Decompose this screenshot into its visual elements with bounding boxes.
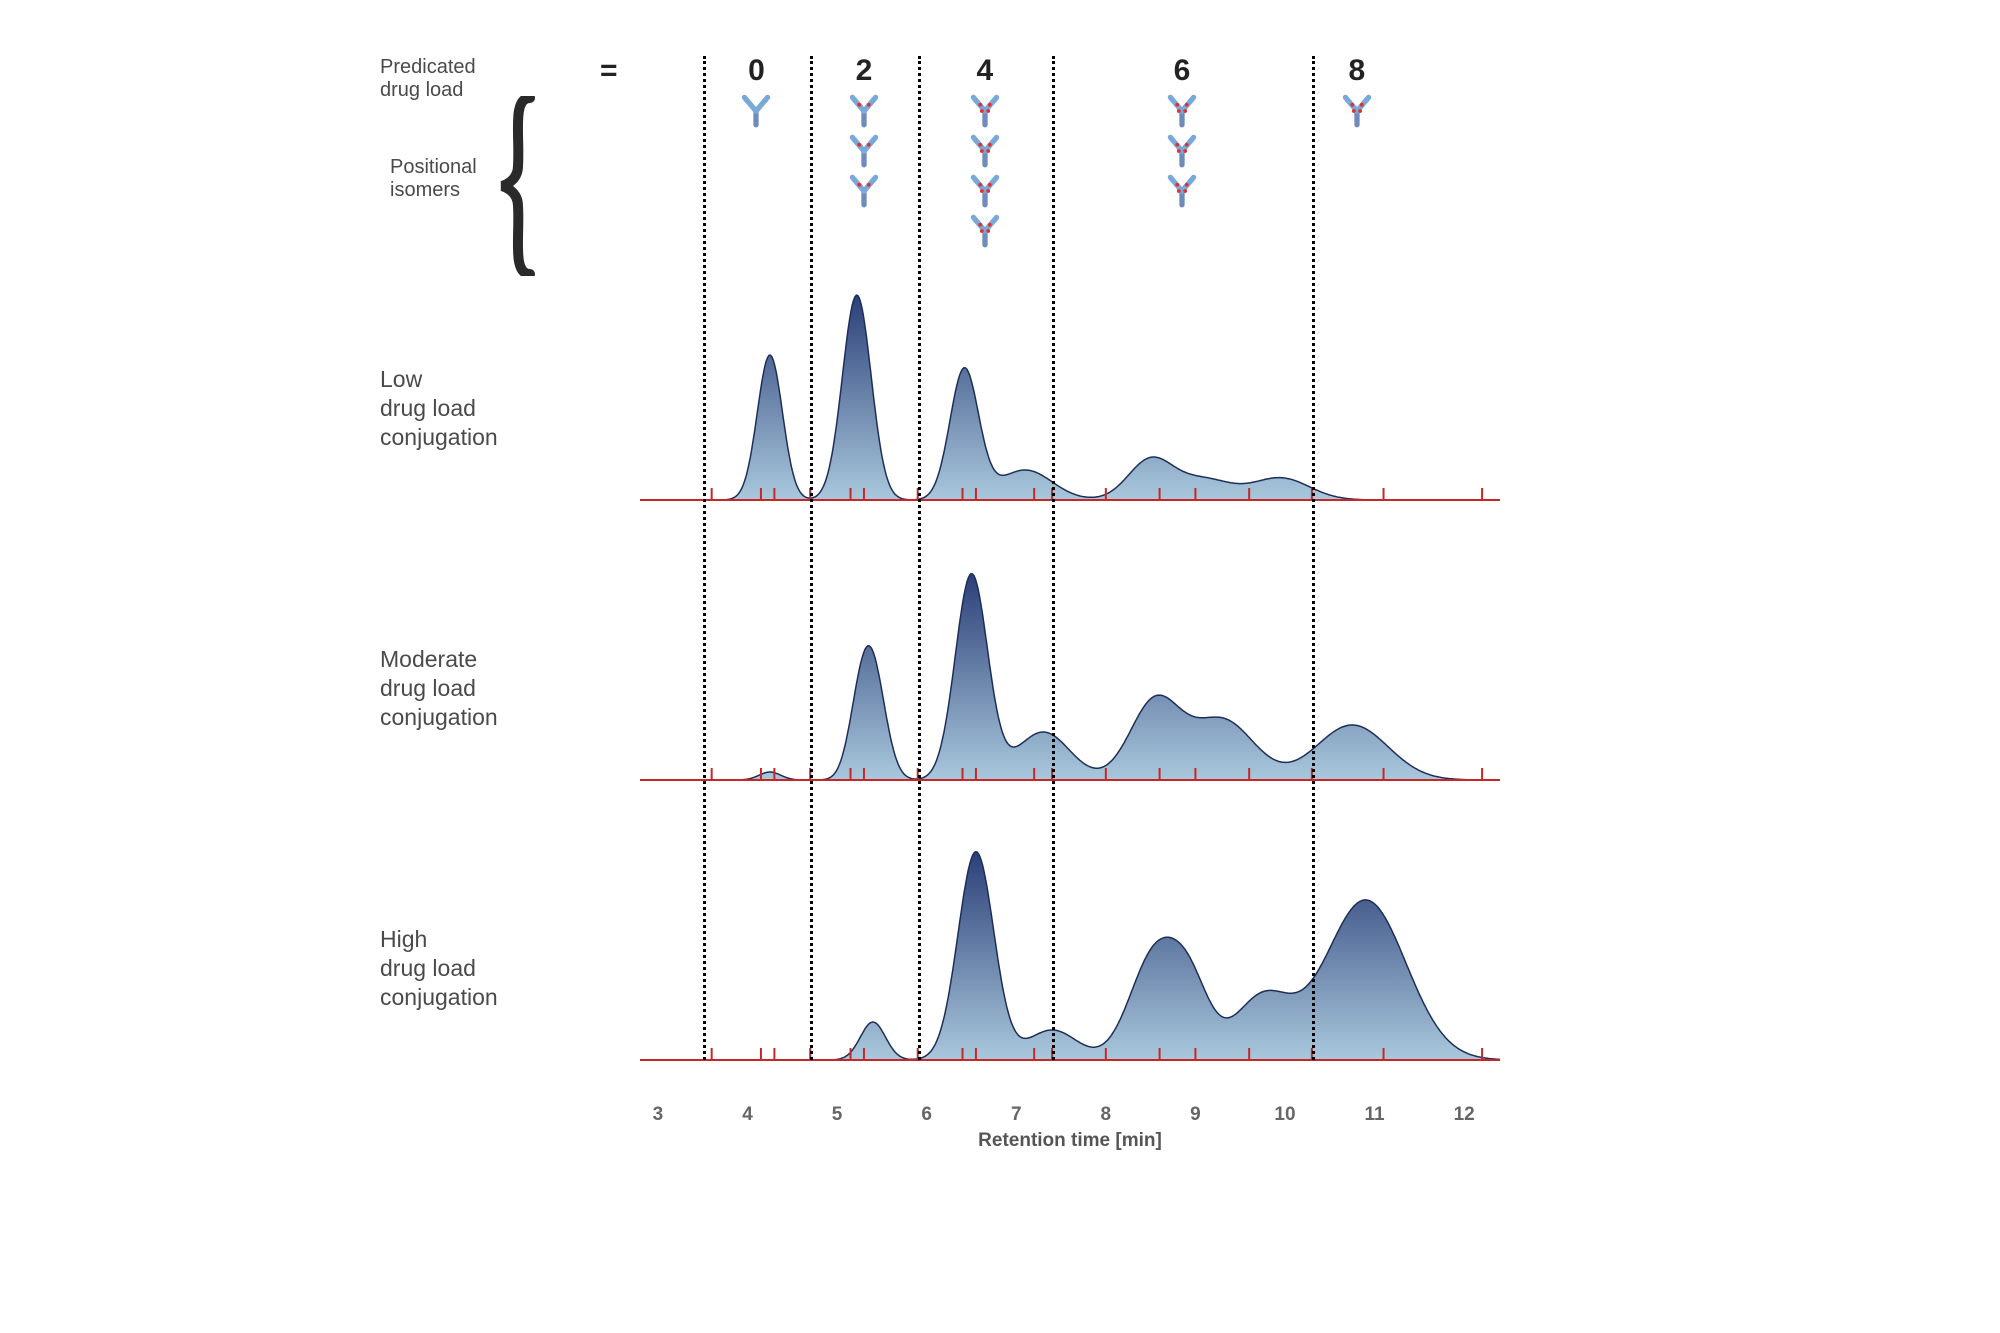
x-axis-title: Retention time [min] xyxy=(640,1130,1500,1152)
x-tick-label: 5 xyxy=(832,1104,843,1126)
equals-sign: = xyxy=(600,54,618,88)
x-tick-label: 4 xyxy=(742,1104,753,1126)
vertical-guide xyxy=(918,56,921,1060)
label-line: High xyxy=(380,926,427,952)
label-line: conjugation xyxy=(380,704,498,730)
label-line: conjugation xyxy=(380,424,498,450)
x-axis: Retention time [min] 3 4 5 6 7 8 9 10 11 12 xyxy=(640,1100,1500,1160)
x-tick-label: 9 xyxy=(1190,1104,1201,1126)
predicated-drug-load-label: Predicated drug load xyxy=(380,56,476,102)
vertical-guides xyxy=(640,56,1500,1060)
label-line: isomers xyxy=(390,179,460,201)
vertical-guide xyxy=(1312,56,1315,1060)
label-line: drug load xyxy=(380,955,476,981)
vertical-guide xyxy=(810,56,813,1060)
x-tick-label: 7 xyxy=(1011,1104,1022,1126)
label-line: Predicated xyxy=(380,56,476,78)
canvas: Predicated drug load = Positional isomer… xyxy=(0,0,2000,1333)
vertical-guide xyxy=(1052,56,1055,1060)
curly-brace-icon xyxy=(498,96,538,276)
x-tick-label: 12 xyxy=(1454,1104,1475,1126)
x-tick-label: 8 xyxy=(1101,1104,1112,1126)
label-line: drug load xyxy=(380,675,476,701)
x-tick-label: 11 xyxy=(1365,1104,1385,1126)
label-line: conjugation xyxy=(380,984,498,1010)
vertical-guide xyxy=(703,56,706,1060)
label-line: drug load xyxy=(380,395,476,421)
x-tick-label: 6 xyxy=(921,1104,932,1126)
positional-isomers-label: Positional isomers xyxy=(390,156,477,202)
chromatogram-label: High drug load conjugation xyxy=(380,925,610,1011)
chromatogram-label: Moderate drug load conjugation xyxy=(380,645,610,731)
label-line: drug load xyxy=(380,79,463,101)
x-tick-label: 3 xyxy=(653,1104,664,1126)
chromatogram-label: Low drug load conjugation xyxy=(380,365,610,451)
label-line: Moderate xyxy=(380,646,477,672)
label-line: Positional xyxy=(390,156,477,178)
x-tick-label: 10 xyxy=(1274,1104,1295,1126)
label-line: Low xyxy=(380,366,422,392)
